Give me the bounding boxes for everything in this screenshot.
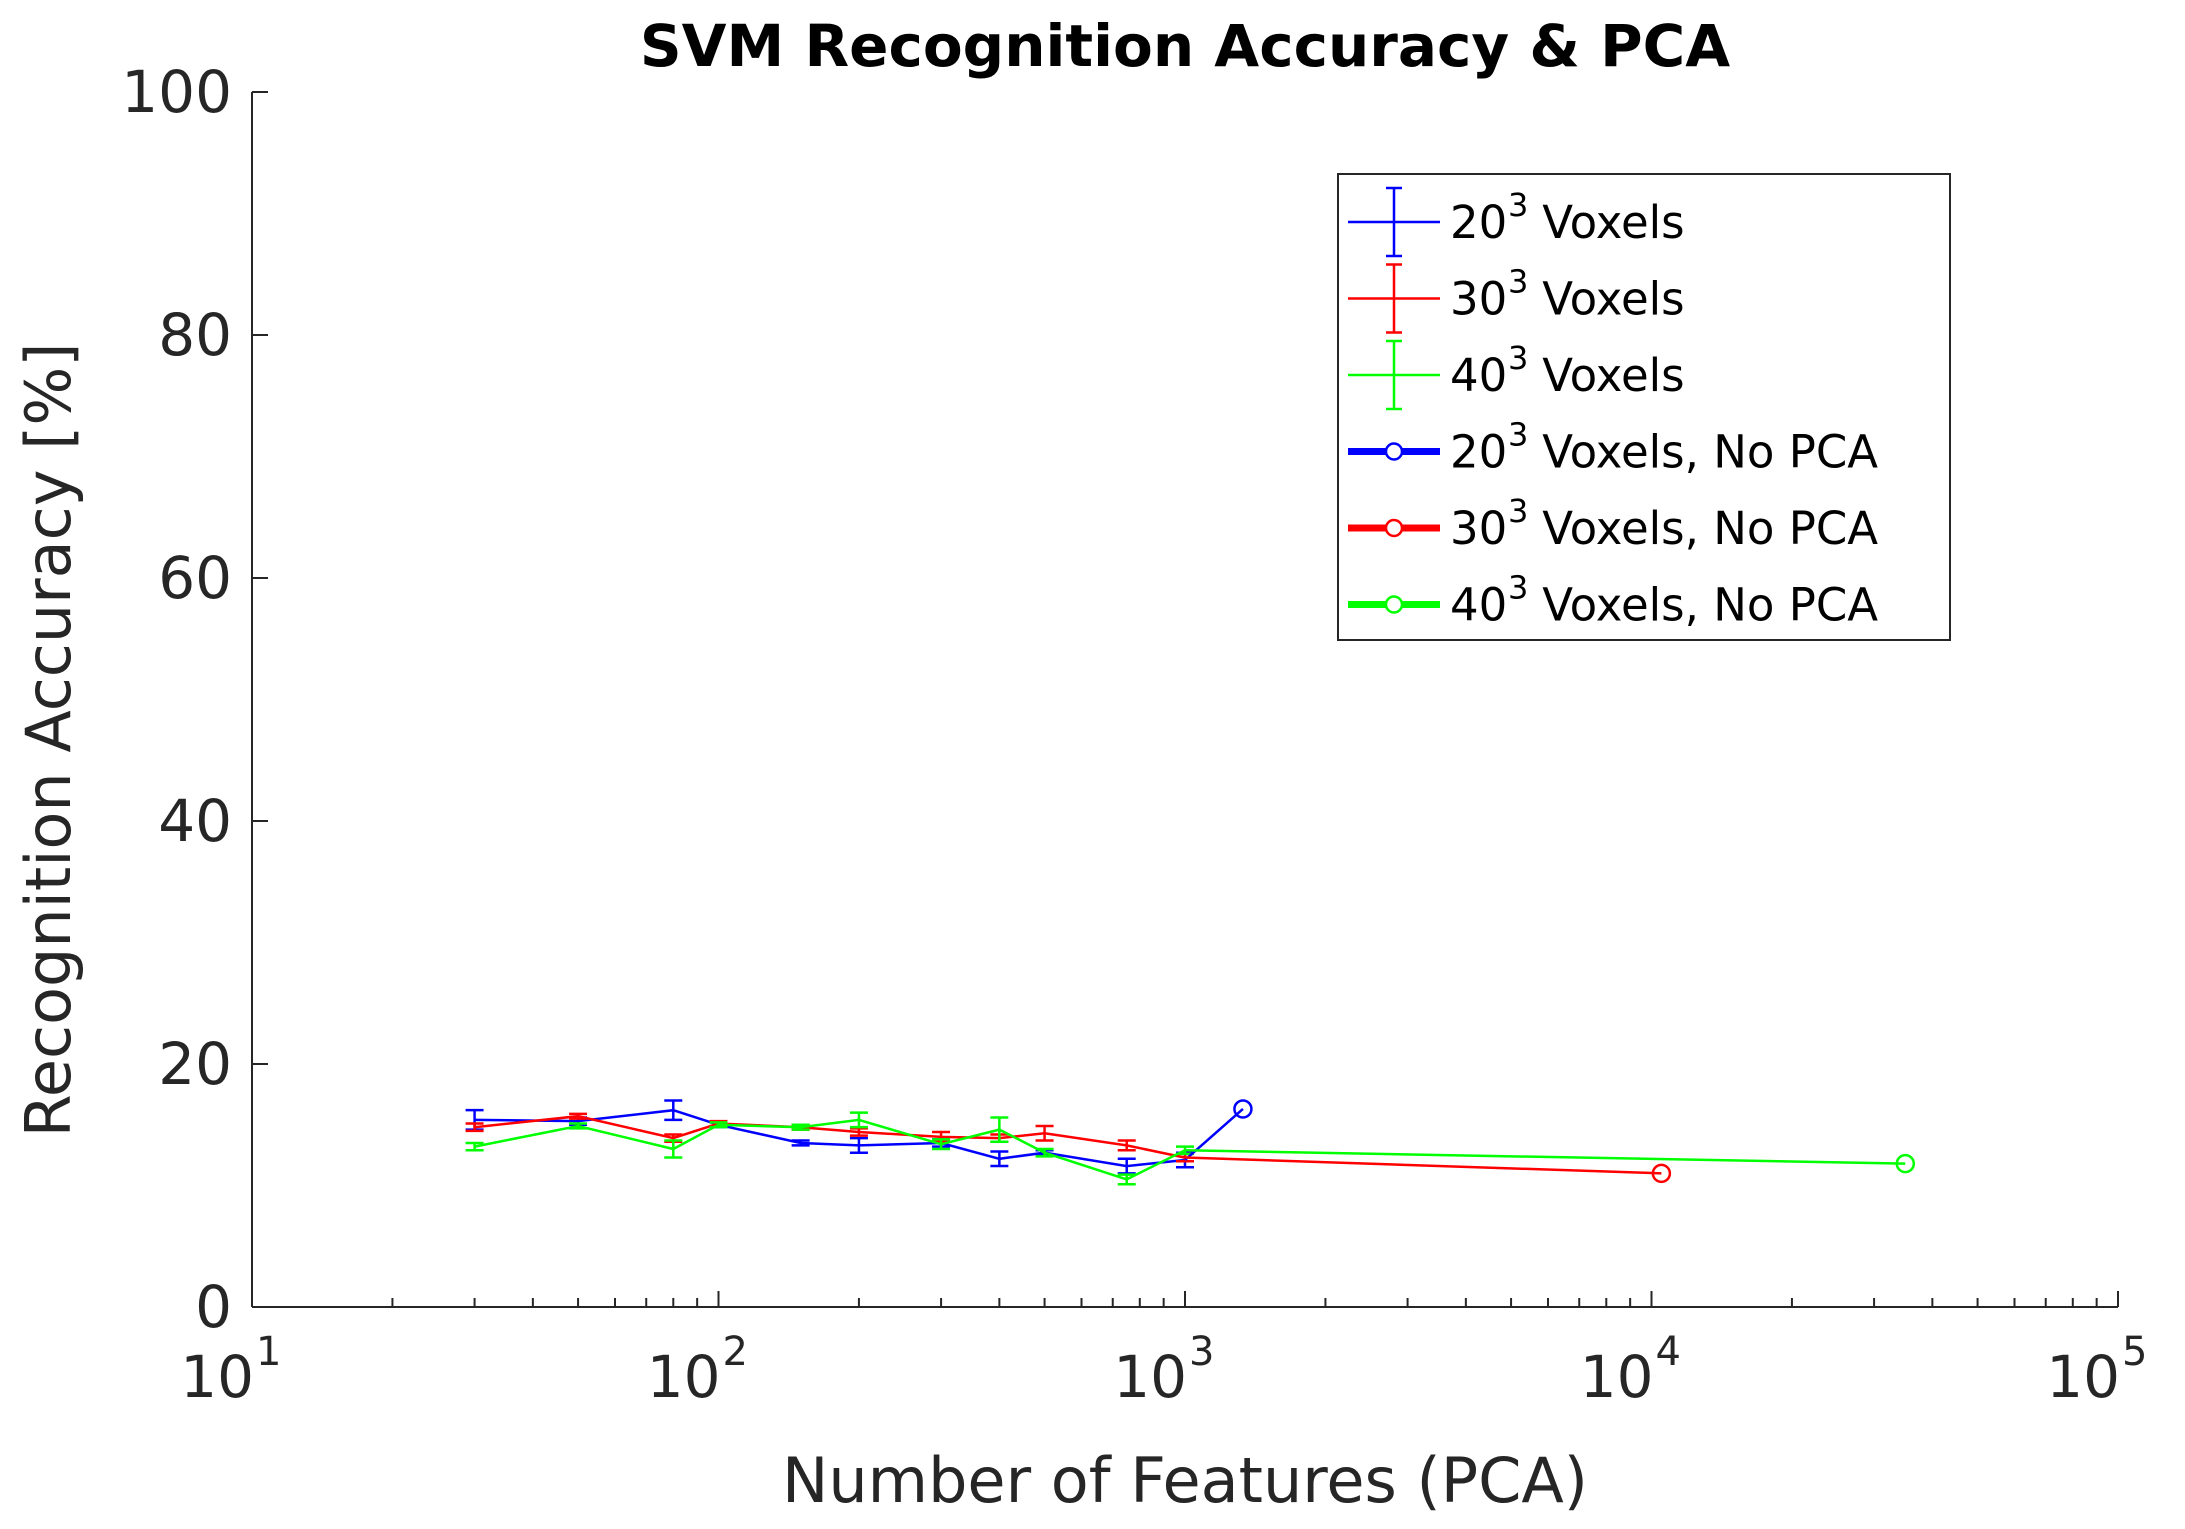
- chart-title: SVM Recognition Accuracy & PCA: [640, 12, 1730, 80]
- legend-label-exponent: 3: [1508, 339, 1528, 377]
- errorbar-point: [990, 1116, 1009, 1144]
- legend-label-text: Voxels, No PCA: [1528, 579, 1878, 632]
- y-axis-label: Recognition Accuracy [%]: [12, 343, 85, 1138]
- legend-swatch-marker: [1384, 442, 1404, 461]
- legend-label-exponent: 3: [1508, 416, 1528, 454]
- x-tick-label-exponent: 3: [1189, 1329, 1214, 1375]
- no-pca-marker: [1651, 1163, 1672, 1184]
- no-pca-connector-line: [1184, 1149, 1906, 1165]
- errorbar-point: [1035, 1124, 1054, 1142]
- no-pca-connector-line: [1184, 1156, 1662, 1175]
- legend-label-text: Voxels, No PCA: [1528, 502, 1878, 555]
- legend-label-base: 20: [1450, 196, 1507, 249]
- errorbar-point: [849, 1111, 868, 1129]
- legend-label-exponent: 3: [1508, 569, 1528, 607]
- legend-label-base: 30: [1450, 273, 1507, 326]
- errorbar-point: [990, 1150, 1009, 1168]
- legend-label-text: Voxels: [1528, 349, 1685, 402]
- errorbar-point: [849, 1136, 868, 1154]
- x-tick-label-base: 10: [647, 1343, 721, 1411]
- legend-box: [1337, 173, 1951, 641]
- errorbar-point: [465, 1122, 484, 1133]
- errorbar-point: [1117, 1173, 1136, 1186]
- legend-label-text: Voxels: [1528, 196, 1685, 249]
- errorbar-point: [791, 1139, 810, 1147]
- x-tick-label-base: 10: [2046, 1343, 2120, 1411]
- legend-label-exponent: 3: [1508, 186, 1528, 224]
- errorbar-point: [465, 1141, 484, 1152]
- y-tick-label: 40: [158, 787, 232, 855]
- legend-entry: 20 3 Voxels, No PCA: [1348, 416, 1878, 479]
- x-axis-label: Number of Features (PCA): [782, 1444, 1588, 1517]
- legend-entry: 40 3 Voxels: [1348, 339, 1685, 411]
- x-tick-label-base: 10: [1113, 1343, 1187, 1411]
- legend-entry: 40 3 Voxels, No PCA: [1348, 569, 1878, 632]
- errorbar-point: [664, 1099, 683, 1122]
- y-tick-label: 0: [195, 1273, 232, 1341]
- errorbar-point: [664, 1139, 683, 1159]
- legend-label-base: 30: [1450, 502, 1507, 555]
- errorbar-point: [569, 1112, 588, 1120]
- legend-entry: 30 3 Voxels: [1348, 263, 1685, 334]
- legend-entry: 20 3 Voxels: [1348, 186, 1685, 258]
- legend-swatch-marker: [1384, 595, 1404, 614]
- legend-label-exponent: 3: [1508, 492, 1528, 530]
- x-tick-label-base: 10: [1580, 1343, 1654, 1411]
- legend-label-base: 40: [1450, 579, 1507, 632]
- y-tick-label: 20: [158, 1030, 232, 1098]
- errorbar-point: [569, 1122, 588, 1130]
- x-tick-label-exponent: 1: [256, 1329, 281, 1375]
- legend-swatch-marker: [1384, 518, 1404, 538]
- errorbar-point: [791, 1123, 810, 1131]
- y-tick-label: 80: [158, 301, 232, 369]
- legend-entry: 30 3 Voxels, No PCA: [1348, 492, 1878, 555]
- legend-label-base: 40: [1450, 349, 1507, 402]
- errorbar-point: [1035, 1147, 1054, 1158]
- errorbar-point: [932, 1138, 951, 1151]
- y-tick-label: 60: [158, 544, 232, 612]
- errorbar-point: [709, 1121, 728, 1129]
- errorbar-point: [1117, 1139, 1136, 1152]
- x-tick-label-exponent: 5: [2122, 1329, 2147, 1375]
- legend-label-exponent: 3: [1508, 263, 1528, 301]
- no-pca-marker: [1233, 1099, 1253, 1119]
- x-tick-label-exponent: 4: [1656, 1329, 1681, 1375]
- y-tick-label: 100: [121, 58, 232, 126]
- legend-label-text: Voxels, No PCA: [1528, 426, 1878, 479]
- legend-label-base: 20: [1450, 426, 1507, 479]
- x-tick-label-exponent: 2: [723, 1329, 748, 1375]
- x-tick-label-base: 10: [180, 1343, 254, 1411]
- legend-label-text: Voxels: [1528, 273, 1685, 326]
- no-pca-marker: [1895, 1153, 1916, 1174]
